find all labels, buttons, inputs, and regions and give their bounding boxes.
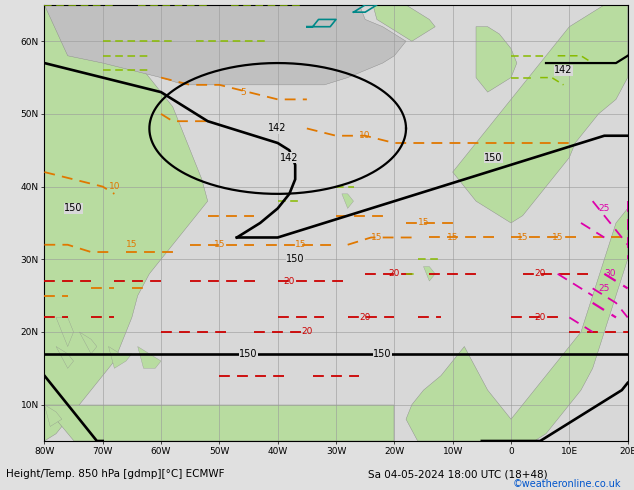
Text: 20: 20 [389, 270, 400, 278]
Text: 142: 142 [280, 152, 299, 163]
Text: 142: 142 [268, 123, 287, 133]
Text: ©weatheronline.co.uk: ©weatheronline.co.uk [513, 479, 621, 489]
Polygon shape [424, 267, 435, 281]
Polygon shape [79, 332, 97, 354]
Text: 20: 20 [534, 270, 546, 278]
Text: 20: 20 [359, 313, 371, 322]
Text: 20: 20 [534, 313, 546, 322]
Text: 150: 150 [239, 349, 258, 359]
Polygon shape [453, 5, 628, 223]
Text: Sa 04-05-2024 18:00 UTC (18+48): Sa 04-05-2024 18:00 UTC (18+48) [368, 469, 547, 479]
Text: 30: 30 [604, 270, 616, 278]
Text: 15: 15 [517, 233, 528, 242]
Polygon shape [108, 346, 132, 368]
Polygon shape [371, 0, 435, 41]
Polygon shape [56, 346, 74, 368]
Text: 15: 15 [447, 233, 458, 242]
Polygon shape [476, 27, 517, 92]
Text: 15: 15 [214, 240, 225, 249]
Text: Height/Temp. 850 hPa [gdmp][°C] ECMWF: Height/Temp. 850 hPa [gdmp][°C] ECMWF [6, 469, 225, 479]
Polygon shape [138, 346, 161, 368]
Text: 142: 142 [554, 65, 573, 75]
Polygon shape [406, 208, 628, 441]
Text: 15: 15 [126, 240, 138, 249]
Text: 150: 150 [286, 254, 304, 264]
Text: 25: 25 [598, 284, 610, 293]
Text: 20: 20 [283, 276, 295, 286]
Text: 150: 150 [484, 152, 503, 163]
Text: 150: 150 [373, 349, 392, 359]
Polygon shape [44, 405, 62, 426]
Text: 15: 15 [552, 233, 564, 242]
Text: 15: 15 [295, 240, 307, 249]
Polygon shape [44, 5, 406, 85]
Text: 15: 15 [371, 233, 382, 242]
Text: 20: 20 [301, 327, 313, 337]
Text: 10: 10 [108, 182, 120, 191]
Polygon shape [44, 405, 394, 441]
Polygon shape [44, 5, 208, 441]
Text: 10: 10 [359, 131, 371, 140]
Text: 15: 15 [418, 219, 429, 227]
Polygon shape [56, 318, 74, 346]
Text: 5: 5 [240, 88, 245, 97]
Text: 150: 150 [64, 203, 83, 214]
Polygon shape [342, 194, 354, 208]
Text: 25: 25 [598, 204, 610, 213]
